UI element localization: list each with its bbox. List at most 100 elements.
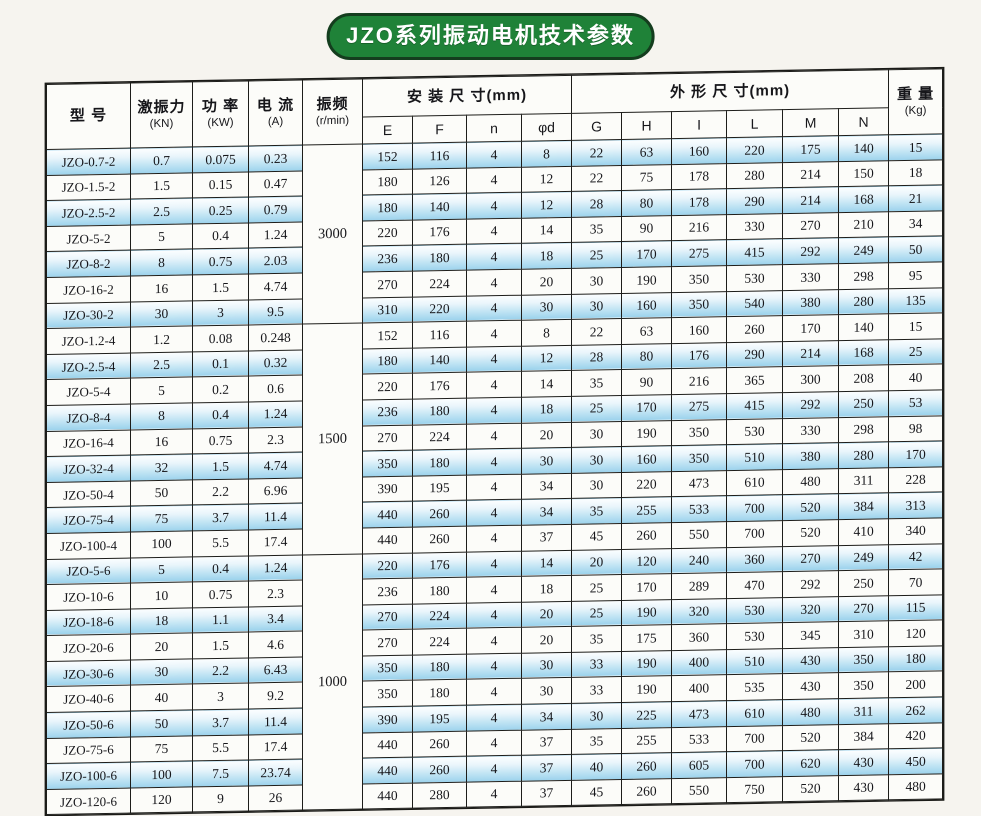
value-cell: 228 xyxy=(888,466,943,494)
value-cell: 28 xyxy=(571,190,622,218)
value-cell: 700 xyxy=(726,725,783,752)
value-cell: 2.03 xyxy=(248,247,303,274)
value-cell: 3 xyxy=(192,299,249,327)
value-cell: 236 xyxy=(362,245,413,272)
value-cell: 550 xyxy=(671,521,727,549)
value-cell: 280 xyxy=(412,782,467,809)
value-cell: 80 xyxy=(621,343,672,370)
value-cell: 30 xyxy=(130,658,193,686)
value-cell: 190 xyxy=(621,420,672,447)
value-cell: 260 xyxy=(412,526,467,553)
value-cell: 35 xyxy=(571,497,622,525)
value-cell: 400 xyxy=(671,675,727,702)
value-cell: 320 xyxy=(671,598,727,625)
value-cell: 214 xyxy=(782,340,839,367)
value-cell: 390 xyxy=(362,475,413,503)
value-cell: 20 xyxy=(521,601,572,628)
value-cell: 15 xyxy=(888,313,943,340)
value-cell: 4 xyxy=(466,499,522,527)
value-cell: 440 xyxy=(362,527,413,554)
model-cell: JZO-30-6 xyxy=(46,659,131,687)
value-cell: 180 xyxy=(412,654,467,681)
value-cell: 350 xyxy=(362,680,413,708)
value-cell: 415 xyxy=(726,239,783,266)
value-cell: 280 xyxy=(838,441,889,469)
value-cell: 126 xyxy=(412,167,467,195)
value-cell: 14 xyxy=(521,370,572,398)
value-cell: 140 xyxy=(838,134,889,162)
value-cell: 220 xyxy=(362,219,413,247)
value-cell: 35 xyxy=(571,369,622,397)
value-cell: 30 xyxy=(521,652,572,679)
model-cell: JZO-0.7-2 xyxy=(46,148,131,176)
value-cell: 100 xyxy=(130,530,193,558)
value-cell: 9.2 xyxy=(248,682,303,710)
value-cell: 18 xyxy=(888,159,943,186)
value-cell: 15 xyxy=(888,133,943,161)
value-cell: 350 xyxy=(838,672,889,699)
value-cell: 220 xyxy=(412,295,467,323)
value-cell: 22 xyxy=(571,139,622,166)
value-cell: 160 xyxy=(671,316,727,344)
model-cell: JZO-100-4 xyxy=(46,531,131,559)
value-cell: 8 xyxy=(130,249,193,276)
value-cell: 1.24 xyxy=(248,400,303,428)
value-cell: 0.23 xyxy=(248,145,303,172)
col-header-I: I xyxy=(671,110,727,139)
value-cell: 50 xyxy=(888,236,943,263)
col-header-power: 功 率 (KW) xyxy=(192,80,249,147)
value-cell: 533 xyxy=(671,726,727,753)
value-cell: 11.4 xyxy=(248,708,303,735)
value-cell: 530 xyxy=(726,418,783,445)
value-cell: 195 xyxy=(412,705,467,732)
value-cell: 16 xyxy=(130,274,193,302)
value-cell: 190 xyxy=(621,650,672,677)
value-cell: 63 xyxy=(621,138,672,166)
value-cell: 170 xyxy=(888,440,943,468)
value-cell: 313 xyxy=(888,492,943,519)
value-cell: 700 xyxy=(726,520,783,548)
model-cell: JZO-5-4 xyxy=(46,378,131,406)
value-cell: 430 xyxy=(838,774,889,802)
value-cell: 150 xyxy=(838,160,889,187)
value-cell: 16 xyxy=(130,428,193,456)
value-cell: 26 xyxy=(248,784,303,812)
value-cell: 0.4 xyxy=(192,555,249,583)
value-cell: 350 xyxy=(671,419,727,446)
value-cell: 170 xyxy=(621,240,672,268)
model-cell: JZO-20-6 xyxy=(46,634,131,662)
value-cell: 20 xyxy=(130,633,193,660)
value-cell: 180 xyxy=(412,577,467,604)
value-cell: 240 xyxy=(671,547,727,574)
value-cell: 40 xyxy=(888,364,943,391)
value-cell: 4 xyxy=(466,192,522,219)
value-cell: 37 xyxy=(521,780,572,807)
value-cell: 0.7 xyxy=(130,146,193,174)
value-cell: 260 xyxy=(412,500,467,528)
value-cell: 23.74 xyxy=(248,759,303,786)
col-header-power-label: 功 率 xyxy=(201,97,240,116)
value-cell: 292 xyxy=(782,391,839,419)
col-header-model: 型 号 xyxy=(46,83,131,150)
value-cell: 18 xyxy=(521,575,572,602)
value-cell: 53 xyxy=(888,389,943,417)
value-cell: 270 xyxy=(362,629,413,656)
col-header-F: F xyxy=(412,115,467,144)
col-header-current-unit: (A) xyxy=(267,116,284,129)
value-cell: 473 xyxy=(671,700,727,728)
frequency-cell: 1500 xyxy=(302,323,363,555)
value-cell: 605 xyxy=(671,751,727,779)
value-cell: 520 xyxy=(782,519,839,547)
col-header-power-unit: (KW) xyxy=(207,117,234,130)
value-cell: 1.2 xyxy=(130,326,193,353)
model-cell: JZO-50-4 xyxy=(46,480,131,508)
col-header-weight-label: 重 量 xyxy=(897,85,935,104)
col-header-M: M xyxy=(782,108,839,137)
value-cell: 1.24 xyxy=(248,221,303,249)
value-cell: 22 xyxy=(571,318,622,346)
value-cell: 35 xyxy=(571,216,622,243)
value-cell: 350 xyxy=(671,291,727,318)
value-cell: 0.75 xyxy=(192,427,249,455)
value-cell: 510 xyxy=(726,443,783,471)
value-cell: 210 xyxy=(838,211,889,239)
